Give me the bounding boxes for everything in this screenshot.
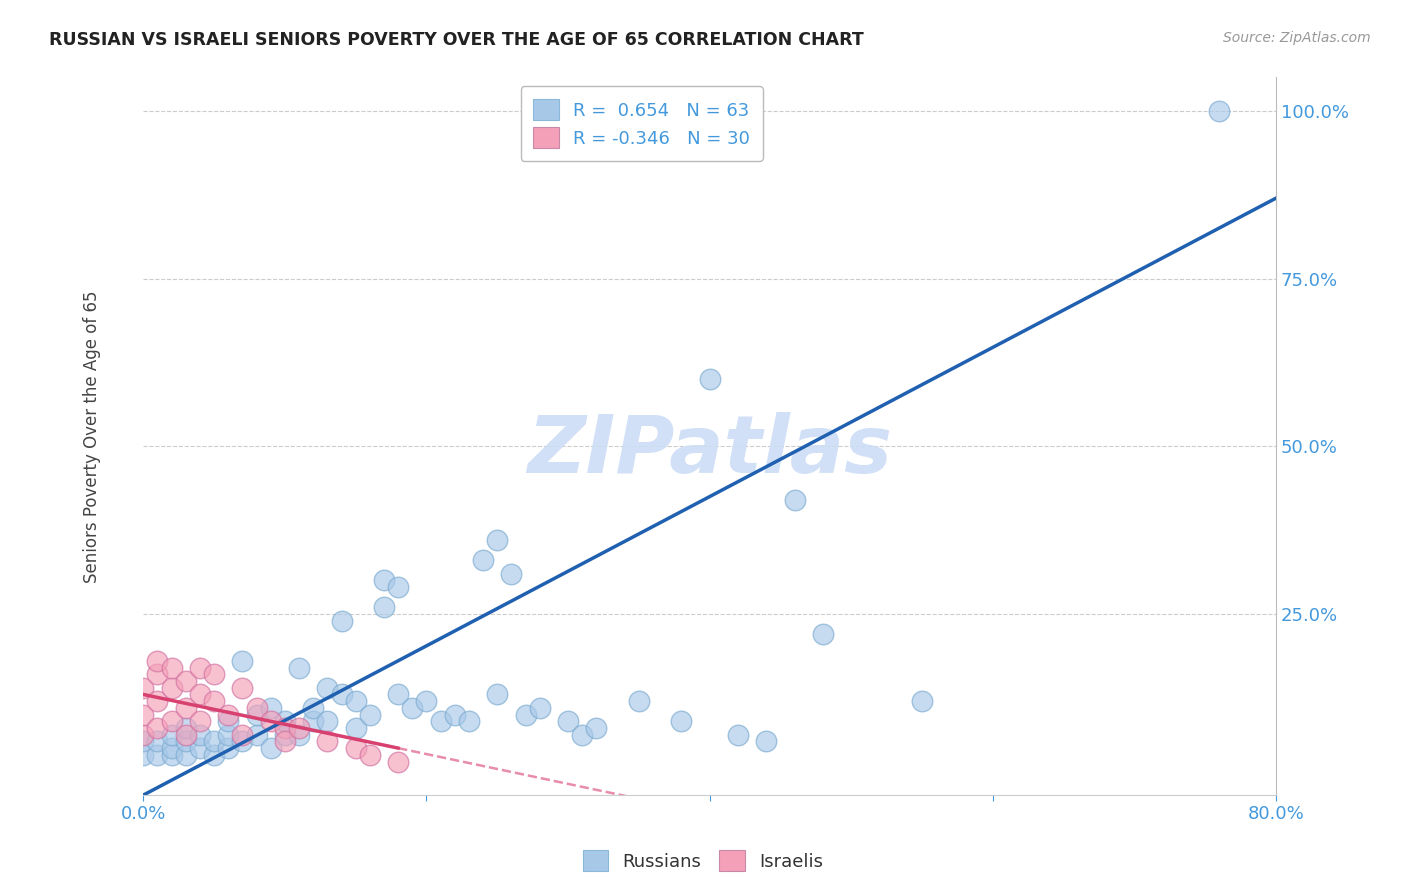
Point [188,688,211,702]
Point [359,707,381,722]
Point [246,707,269,722]
Point [557,714,579,729]
Point [146,747,169,762]
Point [260,741,283,756]
Point [160,747,183,762]
Point [373,574,395,588]
Point [231,734,253,748]
Point [188,660,211,674]
Point [811,627,834,641]
Point [330,614,353,628]
Point [316,714,339,729]
Point [188,741,211,756]
Point [274,734,297,748]
Text: RUSSIAN VS ISRAELI SENIORS POVERTY OVER THE AGE OF 65 CORRELATION CHART: RUSSIAN VS ISRAELI SENIORS POVERTY OVER … [49,31,863,49]
Point [515,707,537,722]
Point [911,694,934,708]
Point [246,728,269,742]
Point [146,667,169,681]
Point [472,553,495,567]
Point [344,694,367,708]
Point [486,533,509,548]
Point [146,721,169,735]
Point [160,728,183,742]
Text: Seniors Poverty Over the Age of 65: Seniors Poverty Over the Age of 65 [83,290,101,582]
Point [160,714,183,729]
Text: Source: ZipAtlas.com: Source: ZipAtlas.com [1223,31,1371,45]
Point [627,694,650,708]
Point [174,734,197,748]
Point [671,714,693,729]
Point [571,728,593,742]
Point [501,566,523,581]
Point [146,694,169,708]
Point [174,701,197,715]
Point [274,721,297,735]
Point [387,688,409,702]
Point [783,492,806,507]
Point [699,372,721,386]
Point [132,707,155,722]
Point [188,714,211,729]
Point [231,728,253,742]
Point [387,755,409,769]
Point [585,721,607,735]
Point [231,681,253,695]
Point [529,701,551,715]
Point [174,728,197,742]
Point [288,728,311,742]
Point [344,721,367,735]
Point [217,728,239,742]
Point [202,734,225,748]
Point [288,721,311,735]
Point [146,654,169,668]
Point [188,728,211,742]
Point [302,714,325,729]
Point [174,721,197,735]
Point [202,667,225,681]
Point [132,681,155,695]
Point [330,688,353,702]
Point [217,707,239,722]
Point [246,701,269,715]
Point [415,694,437,708]
Point [316,734,339,748]
Point [302,701,325,715]
Point [174,674,197,689]
Point [316,681,339,695]
Point [202,747,225,762]
Point [132,734,155,748]
Point [260,714,283,729]
Text: ZIPatlas: ZIPatlas [527,411,893,490]
Legend: R =  0.654   N = 63, R = -0.346   N = 30: R = 0.654 N = 63, R = -0.346 N = 30 [520,87,762,161]
Point [132,728,155,742]
Point [373,600,395,615]
Point [443,707,465,722]
Point [486,688,509,702]
Point [217,741,239,756]
Point [401,701,423,715]
Point [217,714,239,729]
Point [260,701,283,715]
Point [755,734,778,748]
Point [160,681,183,695]
Point [160,660,183,674]
Point [727,728,749,742]
Point [1208,103,1230,118]
Point [359,747,381,762]
Point [202,694,225,708]
Point [146,734,169,748]
Point [160,741,183,756]
Point [344,741,367,756]
Point [458,714,481,729]
Point [132,747,155,762]
Point [231,654,253,668]
Point [274,728,297,742]
Point [387,580,409,594]
Point [174,747,197,762]
Legend: Russians, Israelis: Russians, Israelis [575,843,831,879]
Point [288,660,311,674]
Point [429,714,451,729]
Point [274,714,297,729]
